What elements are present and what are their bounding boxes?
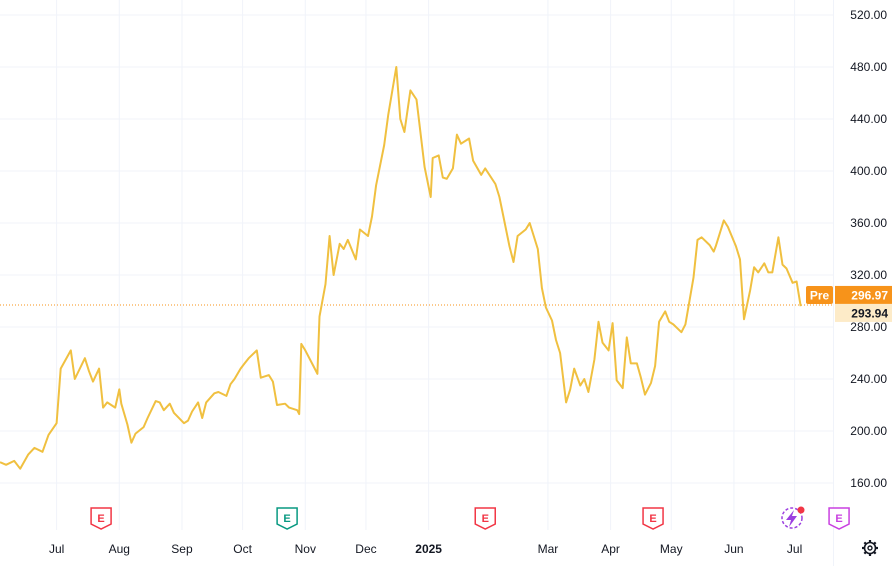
x-tick-label: Dec [355, 542, 376, 556]
earnings-marker[interactable]: E [276, 507, 298, 530]
x-tick-label: Oct [233, 542, 252, 556]
x-tick-label: Mar [538, 542, 559, 556]
premarket-price: 296.97 [851, 288, 888, 302]
x-tick-label: Nov [295, 542, 316, 556]
last-price: 293.94 [851, 306, 888, 320]
y-tick-label: 520.00 [850, 8, 887, 22]
y-tick-label: 400.00 [850, 164, 887, 178]
last-price-badge [835, 303, 892, 322]
gear-settings-icon[interactable] [862, 540, 878, 556]
lightning-event-icon[interactable] [781, 506, 805, 529]
earnings-marker-label: E [649, 513, 656, 525]
earnings-marker-shape [828, 507, 850, 530]
chart-extras[interactable] [781, 506, 878, 557]
x-tick-label: Apr [601, 542, 620, 556]
x-tick-label: Jul [49, 542, 64, 556]
x-tick-label: Sep [171, 542, 193, 556]
y-tick-label: 160.00 [850, 476, 887, 490]
y-tick-label: 200.00 [850, 424, 887, 438]
earnings-marker-shape [90, 507, 112, 530]
gear-body [863, 541, 877, 555]
earnings-marker[interactable]: E [828, 507, 850, 530]
y-tick-label: 480.00 [850, 60, 887, 74]
earnings-marker-shape [276, 507, 298, 530]
earnings-marker[interactable]: E [474, 507, 496, 530]
earnings-marker[interactable]: E [642, 507, 664, 530]
price-axis[interactable]: 160.00 200.00 240.00 280.00 320.00 360.00 400.… [850, 8, 887, 490]
price-series-line [0, 66, 802, 470]
earnings-marker-label: E [283, 513, 290, 525]
earnings-marker-shape [642, 507, 664, 530]
y-tick-label: 280.00 [850, 320, 887, 334]
x-tick-label: May [660, 542, 683, 556]
time-axis[interactable]: Jul Aug Sep Oct Nov Dec 2025 Mar Apr May Jun Jul [49, 542, 802, 556]
earnings-marker-label: E [482, 513, 489, 525]
earnings-marker-label: E [835, 513, 842, 525]
gear-hole [867, 545, 873, 551]
premarket-price-badge [835, 285, 892, 304]
x-tick-label: Aug [109, 542, 130, 556]
lightning-bolt-icon [786, 510, 797, 527]
y-tick-label: 240.00 [850, 372, 887, 386]
x-tick-label: Jul [787, 542, 802, 556]
premarket-label-badge [806, 285, 833, 304]
earnings-marker-shape [474, 507, 496, 530]
y-tick-label: 440.00 [850, 112, 887, 126]
x-tick-label: Jun [724, 542, 743, 556]
price-badges: Pre 296.97 293.94 [806, 285, 892, 322]
y-tick-label: 320.00 [850, 268, 887, 282]
notification-dot-icon [797, 506, 805, 514]
premarket-label: Pre [810, 288, 830, 302]
x-tick-label: 2025 [415, 542, 442, 556]
earnings-marker-label: E [97, 513, 104, 525]
y-tick-label: 360.00 [850, 216, 887, 230]
earnings-marker[interactable]: E [90, 507, 112, 530]
chart-grid [0, 0, 834, 566]
